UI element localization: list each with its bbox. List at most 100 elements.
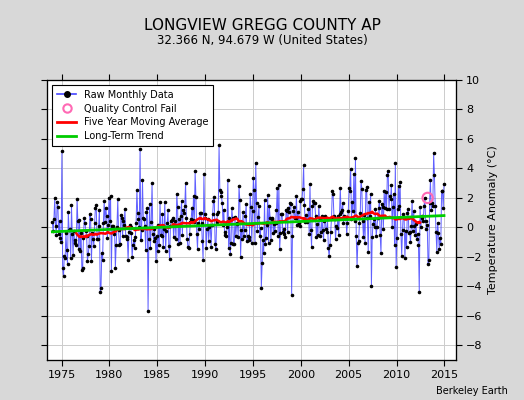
Point [395,203,403,210]
Point [238,236,246,242]
Point [298,196,306,202]
Point [339,200,347,206]
Point [321,213,330,219]
Point [271,228,279,234]
Point [85,243,93,250]
Point [65,227,73,233]
Point [401,254,409,261]
Point [376,232,385,238]
Point [244,232,252,239]
Point [208,222,216,228]
Point [52,231,61,238]
Point [95,206,104,213]
Point [311,213,320,219]
Point [218,200,226,207]
Point [179,207,188,213]
Point [398,252,406,259]
Point [378,200,386,207]
Point [428,200,436,206]
Point [319,227,327,234]
Point [122,234,130,241]
Point [259,237,267,243]
Point [144,308,152,314]
Point [102,204,110,211]
Point [360,212,368,218]
Point [209,211,217,217]
Point [354,240,362,247]
Point [221,229,230,236]
Point [229,240,237,247]
Point [117,215,126,222]
Point [131,234,139,240]
Point [383,206,391,212]
Point [389,204,397,210]
Point [230,241,238,247]
Point [192,231,201,237]
Point [384,167,392,174]
Point [438,188,446,194]
Point [288,233,297,239]
Point [207,244,215,251]
Point [157,233,166,239]
Point [66,226,74,232]
Point [125,229,133,236]
Point [122,233,130,240]
Point [149,230,157,237]
Point [388,224,396,230]
Point [297,196,305,202]
Point [346,166,355,172]
Point [246,191,254,197]
Point [432,228,440,235]
Point [363,184,371,190]
Point [77,230,85,236]
Point [431,203,440,209]
Point [241,212,249,219]
Point [186,219,194,225]
Point [439,205,447,212]
Point [163,220,171,226]
Point [256,225,265,232]
Point [300,202,309,208]
Point [139,214,147,221]
Point [333,224,341,231]
Point [183,235,191,242]
Point [418,215,427,222]
Point [257,285,266,291]
Point [233,220,242,226]
Point [171,217,179,224]
Point [381,204,389,211]
Point [97,284,105,291]
Point [342,214,350,220]
Point [358,218,367,224]
Point [305,230,313,237]
Point [126,224,135,230]
Point [99,257,107,263]
Point [79,265,87,272]
Point [201,215,210,221]
Point [289,208,298,215]
Point [101,219,109,226]
Point [420,203,428,209]
Point [268,216,276,222]
Point [415,289,423,296]
Point [231,214,239,220]
Point [209,197,217,204]
Point [135,224,144,230]
Point [368,234,376,241]
Point [414,242,423,248]
Point [141,247,150,254]
Point [362,187,370,194]
Point [223,223,231,230]
Point [199,257,208,263]
Point [279,226,288,232]
Point [358,186,366,192]
Point [71,239,79,246]
Point [210,194,219,200]
Point [75,217,84,223]
Point [198,220,206,226]
Point [129,237,138,244]
Point [261,241,269,247]
Point [239,232,248,239]
Point [417,224,425,230]
Point [180,210,188,216]
